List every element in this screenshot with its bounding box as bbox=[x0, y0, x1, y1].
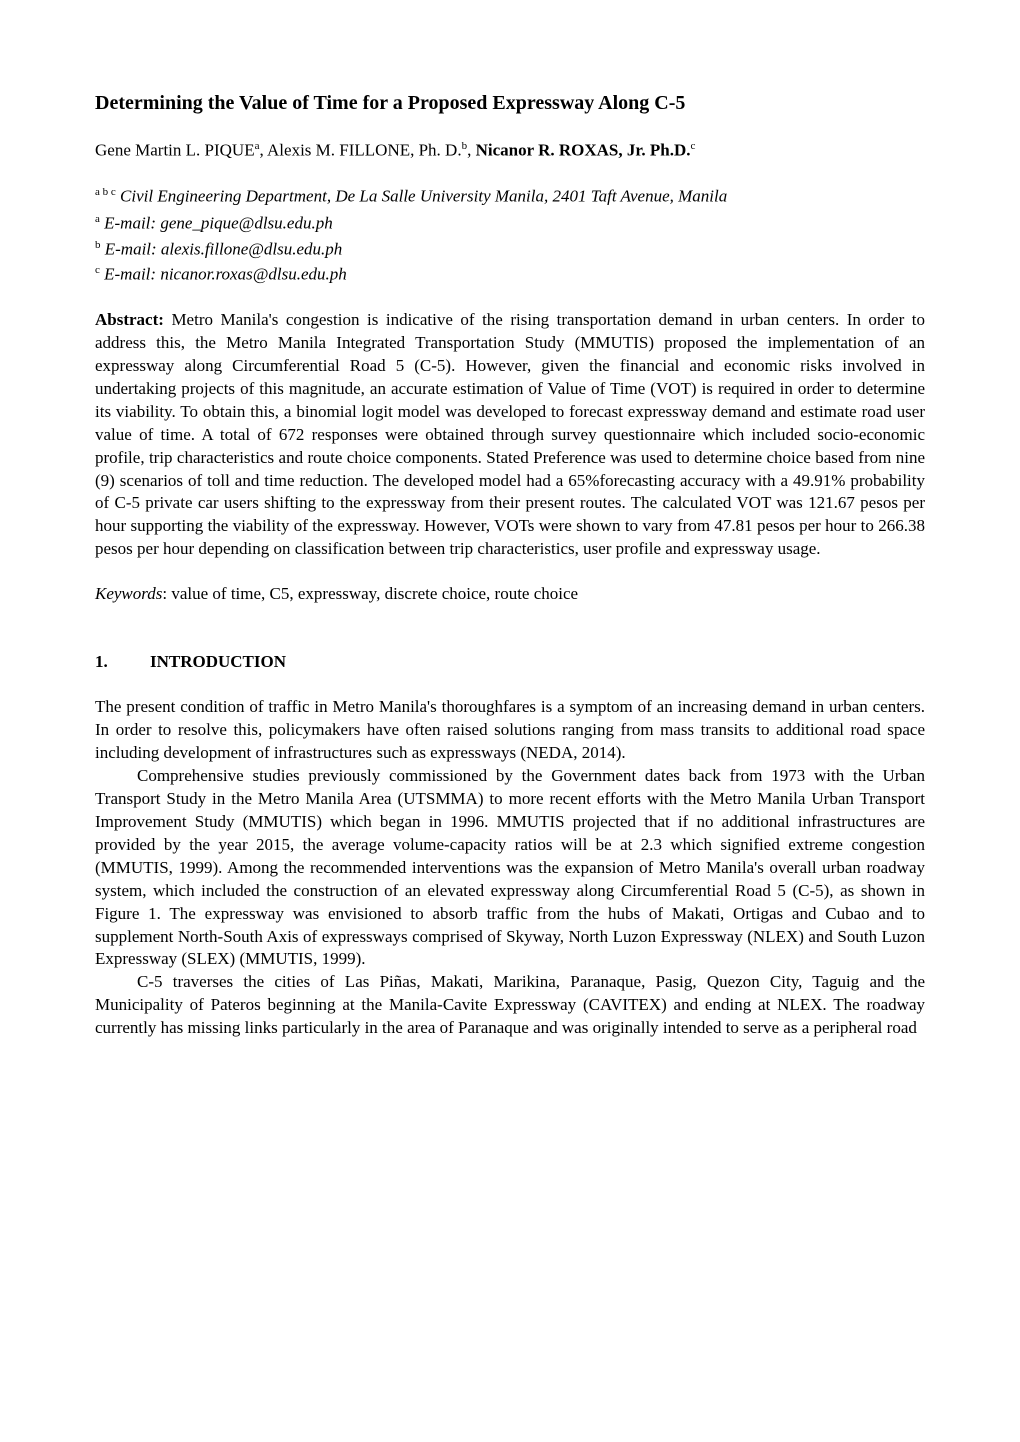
abstract: Abstract: Metro Manila's congestion is i… bbox=[95, 309, 925, 561]
keywords: Keywords: value of time, C5, expressway,… bbox=[95, 583, 925, 606]
body-paragraph: The present condition of traffic in Metr… bbox=[95, 696, 925, 765]
affiliation: a b c Civil Engineering Department, De L… bbox=[95, 185, 925, 209]
section-title: INTRODUCTION bbox=[150, 652, 286, 671]
paper-title: Determining the Value of Time for a Prop… bbox=[95, 90, 925, 117]
author-email: c E-mail: nicanor.roxas@dlsu.edu.ph bbox=[95, 263, 925, 287]
author-email: a E-mail: gene_pique@dlsu.edu.ph bbox=[95, 212, 925, 236]
section-heading: 1.INTRODUCTION bbox=[95, 651, 925, 674]
email-sup: c bbox=[95, 264, 100, 276]
author-list: Gene Martin L. PIQUEa, Alexis M. FILLONE… bbox=[95, 139, 925, 163]
abstract-label: Abstract: bbox=[95, 310, 171, 329]
abstract-text: Metro Manila's congestion is indicative … bbox=[95, 310, 925, 558]
section-number: 1. bbox=[95, 651, 150, 674]
email-text: E-mail: gene_pique@dlsu.edu.ph bbox=[104, 214, 333, 233]
author-email: b E-mail: alexis.fillone@dlsu.edu.ph bbox=[95, 238, 925, 262]
email-text: E-mail: alexis.fillone@dlsu.edu.ph bbox=[105, 239, 343, 258]
email-sup: b bbox=[95, 239, 101, 251]
email-sup: a bbox=[95, 213, 100, 225]
body-paragraph: C-5 traverses the cities of Las Piñas, M… bbox=[95, 971, 925, 1040]
keywords-text: : value of time, C5, expressway, discret… bbox=[162, 584, 578, 603]
email-text: E-mail: nicanor.roxas@dlsu.edu.ph bbox=[104, 265, 347, 284]
keywords-label: Keywords bbox=[95, 584, 162, 603]
email-block: a E-mail: gene_pique@dlsu.edu.ph b E-mai… bbox=[95, 212, 925, 287]
body-paragraph: Comprehensive studies previously commiss… bbox=[95, 765, 925, 971]
